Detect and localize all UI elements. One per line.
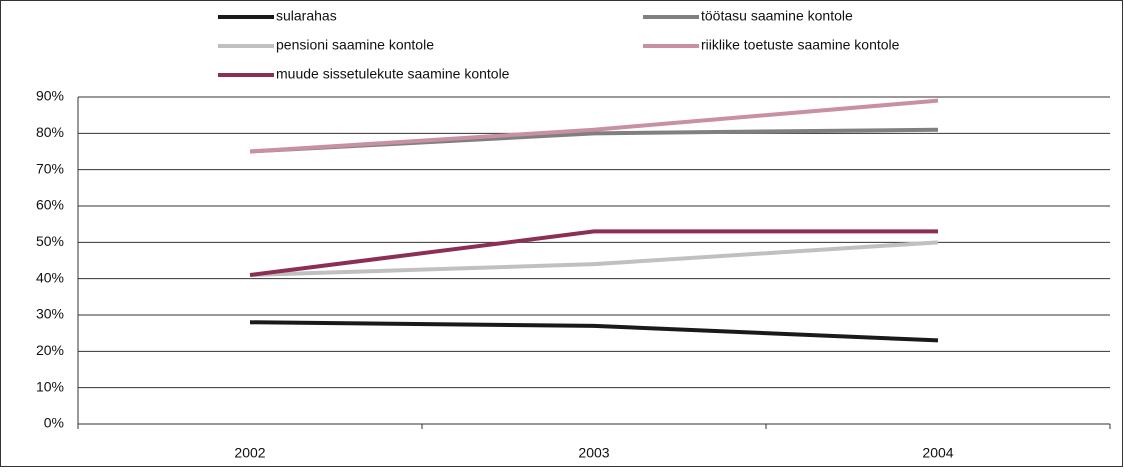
legend-label: töötasu saamine kontole <box>701 8 853 24</box>
series-line <box>249 229 938 278</box>
series-line <box>249 98 939 154</box>
y-tick-label: 0% <box>44 415 64 431</box>
y-tick-label: 60% <box>36 197 64 213</box>
series-line <box>249 240 939 278</box>
y-tick-label: 40% <box>36 269 64 285</box>
y-tick-label: 80% <box>36 124 64 140</box>
legend-label: riiklike toetuste saamine kontole <box>701 37 900 53</box>
y-tick-label: 20% <box>36 342 64 358</box>
legend-label: sularahas <box>276 8 337 24</box>
x-tick-label: 2002 <box>234 445 265 461</box>
legend-label: muude sissetulekute saamine kontole <box>276 66 510 82</box>
x-tick-label: 2003 <box>578 445 609 461</box>
series-line <box>249 320 939 343</box>
y-tick-label: 50% <box>36 233 64 249</box>
x-tick-label: 2004 <box>922 445 953 461</box>
y-tick-label: 10% <box>36 378 64 394</box>
y-tick-label: 70% <box>36 160 64 176</box>
legend-label: pensioni saamine kontole <box>276 37 434 53</box>
y-tick-label: 90% <box>36 88 64 104</box>
y-tick-label: 30% <box>36 306 64 322</box>
